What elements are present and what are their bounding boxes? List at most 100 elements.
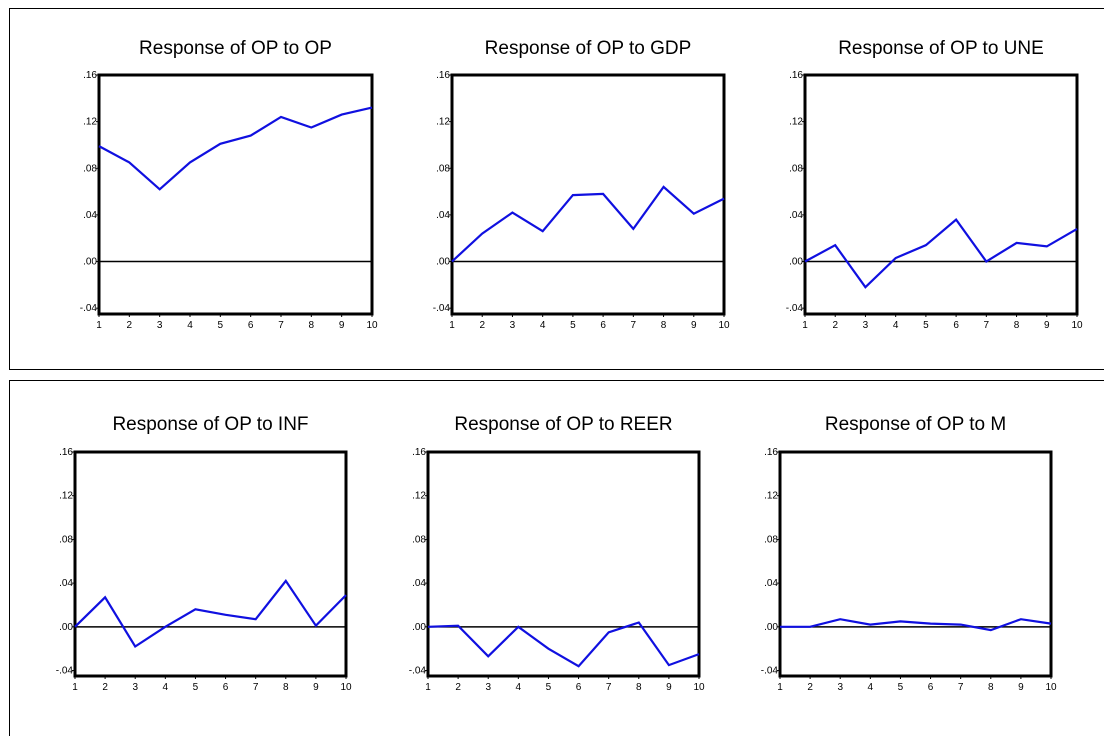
chart-response-op-to-une: Response of OP to UNE .16 .12 .08 .04 .00 -.04… — [786, 38, 1083, 331]
x-tick-label: 7 — [606, 682, 612, 693]
chart-response-op-to-m: Response of OP to M .16 .12 .08 .04 .00 -.04 1 2… — [761, 414, 1057, 693]
x-tick-label: 10 — [718, 320, 730, 331]
y-tick-label: .00 — [789, 257, 803, 268]
y-tick-label: .16 — [764, 447, 778, 458]
x-tick-label: 6 — [600, 320, 606, 331]
response-series-line — [804, 217, 1078, 289]
x-tick-label: 8 — [988, 682, 994, 693]
x-tick-label: 10 — [693, 682, 705, 693]
chart-response-op-to-gdp: Response of OP to GDP .16 .12 .08 .04 .00 -.04… — [433, 38, 730, 331]
plot-frame — [803, 73, 1079, 316]
x-tick-label: 5 — [546, 682, 552, 693]
y-tick-label: .08 — [412, 534, 426, 545]
x-tick-label: 3 — [132, 682, 138, 693]
x-tick-label: 8 — [309, 320, 315, 331]
y-tick-label: .12 — [436, 117, 450, 128]
x-tick-label: 9 — [1018, 682, 1024, 693]
y-tick-label: .12 — [83, 117, 97, 128]
x-tick-label: 6 — [223, 682, 229, 693]
x-tick-label: 10 — [366, 320, 378, 331]
y-tick-label: .16 — [83, 70, 97, 81]
x-tick-label: 2 — [479, 320, 485, 331]
x-tick-label: 7 — [631, 320, 637, 331]
y-tick-label: .08 — [789, 163, 803, 174]
chart-response-op-to-op: Response of OP to OP .16 .12 .08 .04 .00 -.04 1… — [80, 38, 378, 331]
y-tick-label: -.04 — [409, 666, 427, 677]
x-tick-label: 1 — [777, 682, 783, 693]
y-tick-label: .12 — [59, 491, 73, 502]
x-tick-label: 9 — [666, 682, 672, 693]
y-tick-label: .08 — [764, 534, 778, 545]
x-tick-label: 8 — [283, 682, 289, 693]
x-tick-label: 2 — [127, 320, 133, 331]
y-tick-label: .08 — [59, 534, 73, 545]
y-tick-label: .04 — [83, 210, 97, 221]
y-tick-label: -.04 — [786, 303, 804, 314]
y-tick-label: .16 — [59, 447, 73, 458]
x-tick-label: 2 — [455, 682, 461, 693]
y-tick-label: .08 — [83, 163, 97, 174]
plot-frame — [426, 450, 701, 678]
x-tick-label: 4 — [187, 320, 193, 331]
top-panel-frame — [9, 8, 1104, 370]
x-tick-label: 6 — [928, 682, 934, 693]
x-tick-label: 5 — [570, 320, 576, 331]
chart-response-op-to-reer: Response of OP to REER .16 .12 .08 .04 .00 -.0… — [409, 414, 705, 693]
y-tick-label: .00 — [436, 257, 450, 268]
chart-title: Response of OP to REER — [454, 414, 672, 435]
x-tick-label: 1 — [802, 320, 808, 331]
y-tick-label: .00 — [83, 257, 97, 268]
chart-title: Response of OP to M — [825, 414, 1006, 435]
x-tick-label: 8 — [1014, 320, 1020, 331]
plot-frame — [73, 450, 348, 678]
y-tick-label: -.04 — [433, 303, 451, 314]
x-tick-label: 5 — [193, 682, 199, 693]
chart-response-op-to-inf: Response of OP to INF .16 .12 .08 .04 .00 -.04… — [56, 414, 352, 693]
chart-title: Response of OP to GDP — [485, 38, 692, 59]
x-tick-label: 1 — [449, 320, 455, 331]
x-tick-label: 7 — [278, 320, 284, 331]
y-tick-label: .12 — [412, 491, 426, 502]
plot-frame — [97, 73, 374, 316]
y-tick-label: .12 — [789, 117, 803, 128]
y-tick-label: .16 — [789, 70, 803, 81]
x-tick-label: 4 — [893, 320, 899, 331]
x-tick-label: 9 — [691, 320, 697, 331]
plot-frame — [450, 73, 726, 316]
x-tick-label: 8 — [636, 682, 642, 693]
x-tick-label: 2 — [832, 320, 838, 331]
x-tick-label: 2 — [102, 682, 108, 693]
x-tick-label: 3 — [510, 320, 516, 331]
x-tick-label: 10 — [340, 682, 352, 693]
x-tick-label: 3 — [485, 682, 491, 693]
x-tick-label: 10 — [1071, 320, 1083, 331]
x-tick-label: 9 — [313, 682, 319, 693]
x-tick-label: 4 — [516, 682, 522, 693]
chart-title: Response of OP to INF — [112, 414, 308, 435]
x-tick-label: 3 — [863, 320, 869, 331]
response-series-line — [451, 185, 725, 263]
y-tick-label: .16 — [436, 70, 450, 81]
x-tick-label: 4 — [540, 320, 546, 331]
x-tick-label: 6 — [953, 320, 959, 331]
x-tick-label: 4 — [163, 682, 169, 693]
y-tick-label: .00 — [412, 622, 426, 633]
x-tick-label: 5 — [898, 682, 904, 693]
y-tick-label: .00 — [764, 622, 778, 633]
x-tick-label: 7 — [984, 320, 990, 331]
y-tick-label: .16 — [412, 447, 426, 458]
x-tick-label: 1 — [96, 320, 102, 331]
response-series-line — [98, 106, 373, 191]
x-tick-label: 9 — [339, 320, 345, 331]
x-tick-label: 1 — [425, 682, 431, 693]
y-tick-label: .04 — [764, 578, 778, 589]
x-tick-label: 1 — [72, 682, 78, 693]
x-tick-label: 9 — [1044, 320, 1050, 331]
x-tick-label: 3 — [157, 320, 163, 331]
y-tick-label: .04 — [436, 210, 450, 221]
response-series-line — [780, 618, 1052, 632]
x-tick-label: 10 — [1045, 682, 1057, 693]
x-tick-label: 5 — [218, 320, 224, 331]
y-tick-label: .12 — [764, 491, 778, 502]
y-tick-label: .00 — [59, 622, 73, 633]
